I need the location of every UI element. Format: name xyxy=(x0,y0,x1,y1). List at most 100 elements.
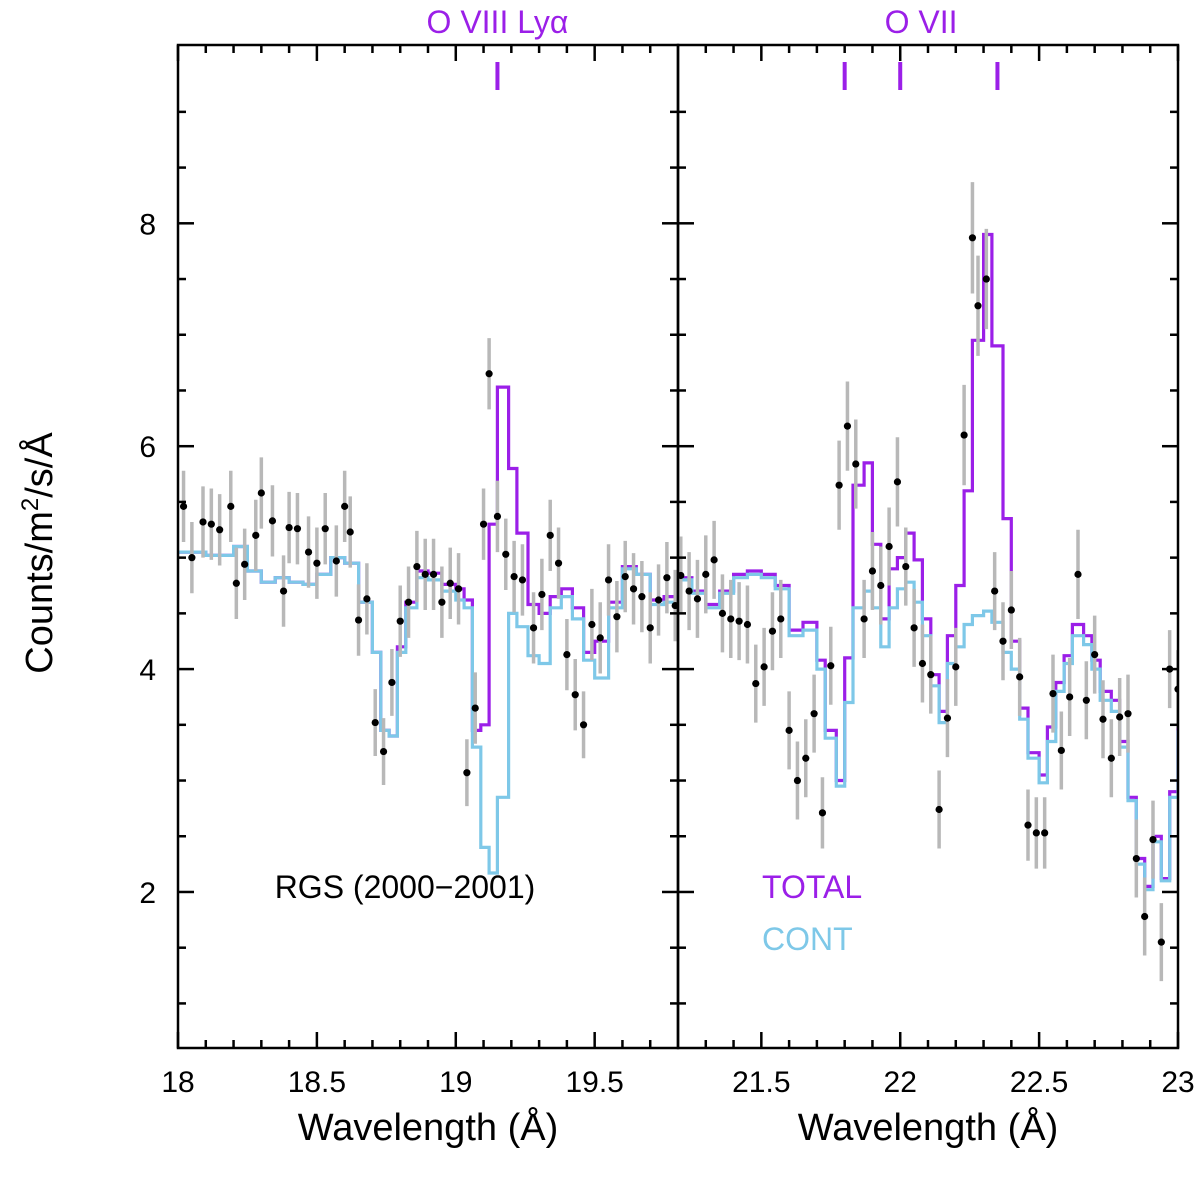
right-data-point xyxy=(743,620,752,629)
left-x-axis-title: Wavelength (Å) xyxy=(298,1105,558,1149)
right-data-point xyxy=(810,710,818,718)
left-data-point xyxy=(371,718,379,727)
right-data-point xyxy=(1082,696,1090,704)
left-data-point xyxy=(463,769,471,777)
right-data-point xyxy=(927,671,935,679)
left-data-point xyxy=(671,601,678,610)
left-data-point xyxy=(546,531,554,539)
left-data-point xyxy=(354,616,363,624)
right-y-ticks xyxy=(678,110,1178,1005)
left-y-tick-label: 2 xyxy=(139,877,156,910)
right-data-point xyxy=(1107,754,1115,762)
right-data-point xyxy=(718,609,727,617)
right-x-tick-label: 23 xyxy=(1161,1066,1194,1099)
left-y-ticks: 2 4 6 8 xyxy=(139,110,678,1005)
right-data-point xyxy=(793,776,802,785)
left-data-point xyxy=(554,559,563,567)
right-errorbars xyxy=(679,182,1178,982)
left-series-cont-line xyxy=(178,544,678,875)
right-data-point xyxy=(852,460,860,468)
right-data-point xyxy=(1141,912,1149,921)
left-data-point xyxy=(471,704,479,712)
left-data-point xyxy=(454,585,463,593)
left-x-tick-label: 19.5 xyxy=(565,1066,623,1099)
left-plot-area xyxy=(178,338,678,875)
right-data-point xyxy=(1157,938,1165,946)
right-data-point xyxy=(1099,715,1107,723)
left-data-point xyxy=(241,560,249,568)
left-data-point xyxy=(613,613,621,621)
right-data-point xyxy=(860,615,868,623)
left-data-point xyxy=(579,721,588,729)
left-x-ticks: 18 18.5 19 19.5 xyxy=(161,45,652,1099)
left-data-point xyxy=(571,691,579,699)
right-data-point xyxy=(1024,821,1032,829)
right-data-point xyxy=(760,663,768,671)
right-data-point xyxy=(893,478,902,486)
right-line-marker-label: O VII xyxy=(885,4,958,40)
right-x-ticks: 21.5 22 22.5 23 xyxy=(704,45,1195,1099)
right-data-point xyxy=(868,567,877,575)
left-y-tick-label: 4 xyxy=(139,654,156,687)
left-data-point xyxy=(293,525,302,533)
right-data-point xyxy=(678,571,685,580)
right-data-point xyxy=(885,542,893,551)
right-data-point xyxy=(982,275,990,283)
right-data-point xyxy=(827,662,835,670)
right-data-point xyxy=(1132,854,1140,863)
right-data-point xyxy=(1057,746,1065,755)
right-data-point xyxy=(1124,710,1132,718)
left-data-point xyxy=(179,502,188,510)
left-x-tick-label: 18 xyxy=(161,1066,194,1099)
right-data-point xyxy=(843,422,852,430)
right-data-point xyxy=(974,302,982,310)
left-data-point xyxy=(629,585,638,593)
left-data-point xyxy=(404,598,413,606)
right-data-point xyxy=(752,679,760,688)
right-data-point xyxy=(960,431,968,439)
left-data-point xyxy=(232,579,240,587)
right-data-point xyxy=(702,570,710,578)
right-data-point xyxy=(968,234,977,242)
right-data-point xyxy=(1091,651,1099,659)
right-data-point xyxy=(1066,693,1074,701)
right-data-point xyxy=(777,615,785,623)
right-x-tick-label: 22 xyxy=(884,1066,917,1099)
right-plot-area xyxy=(678,182,1178,982)
right-data-point xyxy=(943,714,952,722)
right-data-point xyxy=(910,624,918,632)
left-data-points xyxy=(179,370,678,777)
panel-left: 18 18.5 19 19.5 2 4 6 8 Wavelength (Å) O VIII Lyα xyxy=(139,4,680,1149)
left-data-point xyxy=(563,651,571,659)
left-x-tick-label: 19 xyxy=(439,1066,472,1099)
y-axis-title-superscript: 2 xyxy=(17,498,44,511)
left-data-point xyxy=(207,520,215,528)
left-data-point xyxy=(199,518,207,526)
legend-cont: CONT xyxy=(762,921,853,957)
left-data-point xyxy=(529,624,538,632)
left-data-point xyxy=(363,595,371,603)
y-axis-title-rest: /s/Å xyxy=(17,432,61,498)
right-data-point xyxy=(1074,570,1082,578)
right-data-point xyxy=(1032,829,1040,837)
right-data-point xyxy=(768,627,777,635)
right-data-point xyxy=(999,637,1007,645)
left-data-point xyxy=(502,550,510,558)
left-data-point xyxy=(654,596,663,604)
right-data-point xyxy=(902,562,910,571)
left-data-point xyxy=(279,587,288,595)
left-data-point xyxy=(638,593,646,601)
left-data-point xyxy=(321,525,329,533)
left-data-point xyxy=(252,531,260,539)
left-data-point xyxy=(438,598,446,606)
left-data-point xyxy=(429,570,438,578)
left-data-point xyxy=(227,502,235,510)
left-data-point xyxy=(538,590,546,599)
right-line-marker-group: O VII xyxy=(842,4,1000,90)
left-data-point xyxy=(379,747,388,756)
right-data-point xyxy=(818,809,827,817)
panel-right: 21.5 22 22.5 23 Wavelength (Å) O VII xyxy=(676,4,1195,1149)
left-x-tick-label: 18.5 xyxy=(288,1066,346,1099)
left-line-marker-label: O VIII Lyα xyxy=(427,4,569,40)
left-data-point xyxy=(518,576,527,584)
